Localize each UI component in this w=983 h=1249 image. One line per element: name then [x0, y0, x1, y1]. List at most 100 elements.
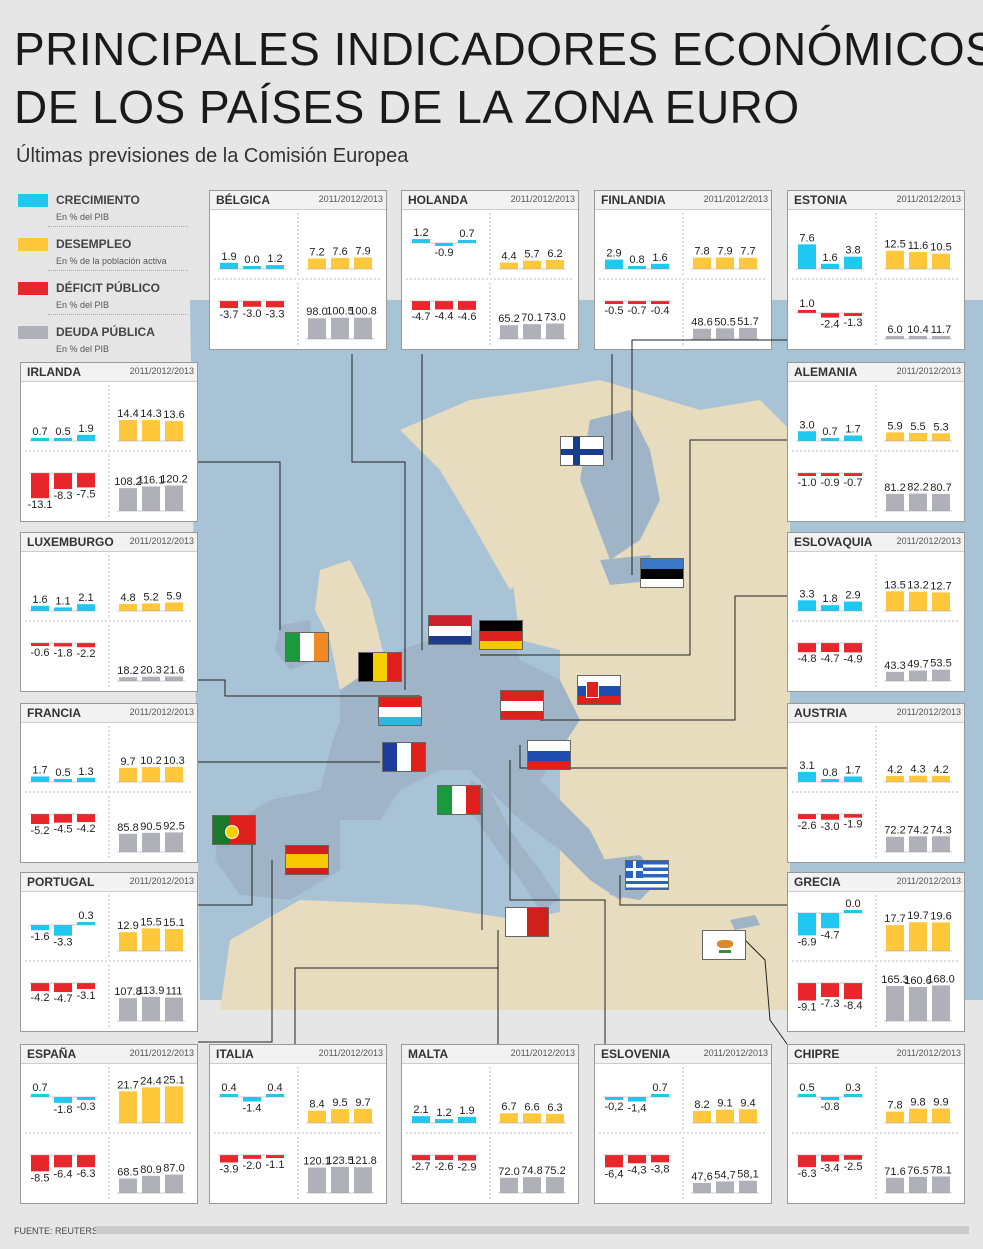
legend-unit: En % de la población activa — [56, 256, 167, 266]
deficit-value-label: -6.3 — [77, 1168, 96, 1180]
unemployment-bar — [119, 603, 137, 611]
deficit-bar — [651, 1155, 669, 1163]
panel-chart: 3.1 0.8 1.7 4.2 4.3 4.2 -2.6 -3.0 -1.9 72.2 74.2 74… — [792, 726, 960, 858]
debt-value-label: 98.0 — [306, 306, 327, 318]
debt-bar — [523, 324, 541, 339]
debt-value-label: 47,6 — [691, 1171, 712, 1183]
growth-value-label: -0.3 — [77, 1101, 96, 1113]
panel-header: BÉLGICA 2011/2012/2013 — [210, 191, 386, 210]
debt-value-label: 160.6 — [904, 975, 932, 987]
unemployment-bar — [909, 775, 927, 782]
growth-bar — [266, 1094, 284, 1097]
growth-bar — [54, 607, 72, 611]
deficit-bar — [31, 814, 49, 825]
growth-bar — [798, 600, 816, 611]
unemployment-value-label: 12.7 — [930, 580, 951, 592]
unemployment-bar — [119, 932, 137, 951]
debt-bar — [932, 669, 950, 681]
country-panel: LUXEMBURGO 2011/2012/2013 1.6 1.1 2.1 4.8 5.2 5… — [20, 532, 198, 692]
deficit-bar — [844, 1155, 862, 1160]
deficit-value-label: -6.3 — [798, 1168, 817, 1180]
unemployment-bar — [354, 1108, 372, 1123]
growth-value-label: 3.3 — [799, 588, 814, 600]
deficit-bar — [821, 313, 839, 318]
unemployment-value-label: 6.3 — [547, 1102, 562, 1114]
unemployment-bar — [165, 1086, 183, 1123]
debt-value-label: 123.5 — [326, 1155, 354, 1167]
unemployment-bar — [739, 257, 757, 269]
legend-item-unemployment: DESEMPLEO En % de la población activa — [18, 234, 188, 278]
debt-bar — [886, 985, 904, 1021]
debt-value-label: 120.1 — [303, 1156, 331, 1168]
unemployment-value-label: 10.3 — [163, 755, 184, 767]
debt-value-label: 11.7 — [931, 324, 952, 336]
years-label: 2011/2012/2013 — [318, 1048, 383, 1058]
unemployment-bar — [165, 602, 183, 611]
unemployment-value-label: 7.8 — [887, 1100, 902, 1112]
growth-value-label: -1.8 — [54, 1104, 73, 1116]
growth-value-label: 0.0 — [244, 254, 259, 266]
debt-bar — [142, 676, 160, 681]
growth-value-label: -0.8 — [821, 1101, 840, 1113]
flag-france — [382, 742, 426, 772]
country-name: ITALIA — [216, 1047, 254, 1061]
growth-value-label: -1,4 — [628, 1103, 647, 1115]
growth-value-label: 1.2 — [436, 1107, 451, 1119]
unemployment-value-label: 10.2 — [140, 755, 161, 767]
growth-value-label: -6.9 — [798, 936, 817, 948]
growth-value-label: 0.5 — [55, 767, 70, 779]
debt-bar — [909, 1176, 927, 1193]
panel-header: GRECIA 2011/2012/2013 — [788, 873, 964, 892]
growth-value-label: 1.7 — [32, 764, 47, 776]
deficit-bar — [54, 983, 72, 993]
growth-bar — [821, 438, 839, 441]
growth-value-label: 0.7 — [459, 228, 474, 240]
debt-value-label: 65.2 — [498, 313, 519, 325]
debt-value-label: 87.0 — [163, 1163, 184, 1175]
panel-chart: 7.6 1.6 3.8 12.5 11.6 10.5 1.0 -2.4 -1.3 6.0 10.4 1… — [792, 213, 960, 345]
country-panel: HOLANDA 2011/2012/2013 1.2 -0.9 0.7 4.4 5.7 6.2… — [401, 190, 579, 350]
deficit-value-label: -5.2 — [31, 825, 50, 837]
deficit-bar — [266, 1155, 284, 1158]
deficit-bar — [54, 814, 72, 823]
deficit-bar — [798, 814, 816, 820]
deficit-value-label: -0.5 — [605, 305, 624, 317]
debt-bar — [523, 1177, 541, 1193]
flag-austria — [500, 690, 544, 720]
debt-bar — [546, 1177, 564, 1193]
unemployment-bar — [142, 767, 160, 782]
panel-chart: 2.1 1.2 1.9 6.7 6.6 6.3 -2.7 -2.6 -2.9 72.0 74.8 75… — [406, 1067, 574, 1199]
unemployment-bar — [932, 775, 950, 782]
unemployment-value-label: 4.2 — [933, 764, 948, 776]
growth-value-label: 0.7 — [652, 1082, 667, 1094]
growth-value-label: 0.4 — [267, 1082, 282, 1094]
unemployment-bar — [886, 925, 904, 951]
growth-bar — [651, 263, 669, 269]
unemployment-value-label: 9.4 — [740, 1097, 755, 1109]
debt-value-label: 100.8 — [349, 306, 377, 318]
debt-bar — [909, 336, 927, 339]
legend-item-debt: DEUDA PÚBLICA En % del PIB — [18, 322, 188, 366]
unemployment-value-label: 6.2 — [547, 248, 562, 260]
debt-bar — [932, 836, 950, 852]
legend-label: DESEMPLEO — [56, 237, 132, 251]
unemployment-bar — [523, 1113, 541, 1123]
deficit-bar — [220, 1155, 238, 1163]
deficit-bar — [77, 643, 95, 648]
debt-bar — [909, 986, 927, 1021]
debt-value-label: 90.5 — [140, 821, 161, 833]
debt-bar — [546, 323, 564, 339]
debt-bar — [165, 832, 183, 852]
growth-value-label: 3.1 — [799, 760, 814, 772]
unemployment-value-label: 19.6 — [930, 910, 951, 922]
debt-value-label: 113.9 — [138, 985, 165, 997]
growth-bar — [821, 605, 839, 611]
deficit-value-label: -6,4 — [605, 1168, 624, 1180]
debt-bar — [886, 493, 904, 511]
unemployment-bar — [886, 591, 904, 611]
panel-header: ALEMANIA 2011/2012/2013 — [788, 363, 964, 382]
debt-value-label: 20.3 — [140, 665, 161, 677]
debt-bar — [932, 493, 950, 511]
deficit-value-label: -4.4 — [435, 310, 454, 322]
deficit-bar — [651, 301, 669, 304]
